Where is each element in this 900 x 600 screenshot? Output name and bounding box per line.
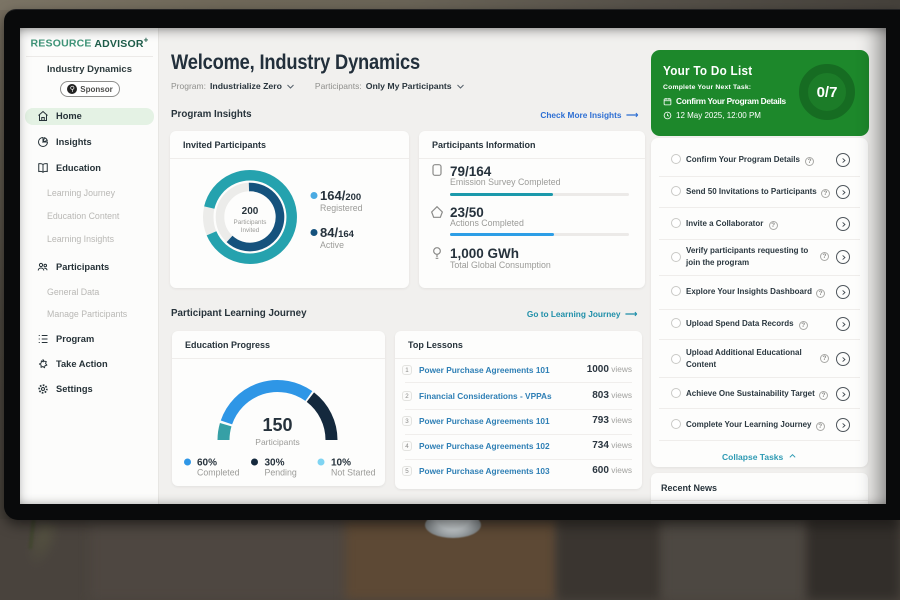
svg-text:164/200: 164/200	[320, 188, 361, 203]
svg-text:10%: 10%	[331, 458, 351, 469]
svg-text:Participants: Participants	[255, 437, 299, 447]
svg-text:Not Started: Not Started	[331, 468, 376, 478]
svg-text:84/164: 84/164	[320, 225, 355, 240]
svg-text:Registered: Registered	[320, 203, 363, 213]
svg-text:30%: 30%	[265, 458, 285, 469]
svg-text:60%: 60%	[197, 458, 217, 469]
svg-text:150: 150	[262, 415, 292, 435]
svg-text:Participants: Participants	[234, 219, 267, 226]
svg-text:200: 200	[242, 206, 259, 217]
svg-text:Active: Active	[320, 240, 344, 250]
svg-text:Invited: Invited	[241, 227, 260, 234]
svg-text:Completed: Completed	[197, 468, 240, 478]
svg-text:Pending: Pending	[265, 468, 297, 478]
